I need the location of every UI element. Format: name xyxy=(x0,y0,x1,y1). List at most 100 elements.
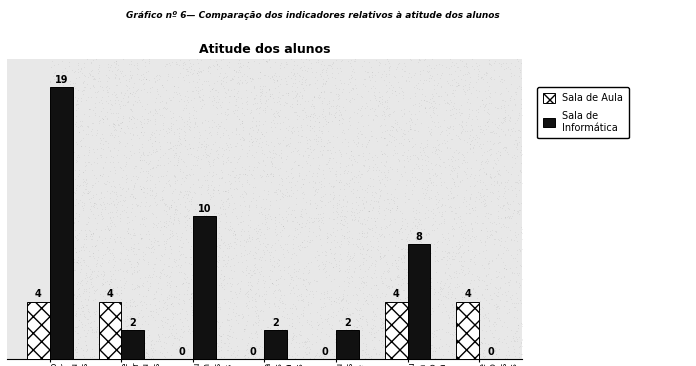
Point xyxy=(154,336,165,342)
Point xyxy=(427,330,438,336)
Point xyxy=(512,115,523,121)
Point xyxy=(95,78,106,84)
Point xyxy=(290,333,301,339)
Point xyxy=(292,352,303,358)
Point xyxy=(379,197,390,203)
Point xyxy=(489,241,500,247)
Point xyxy=(216,57,227,63)
Point xyxy=(116,125,127,131)
Point xyxy=(442,99,453,105)
Point xyxy=(512,180,523,186)
Point xyxy=(46,130,57,136)
Point xyxy=(317,83,328,89)
Point xyxy=(491,179,502,185)
Point xyxy=(267,280,278,286)
Point xyxy=(81,244,92,250)
Point xyxy=(120,256,131,262)
Point xyxy=(461,63,472,69)
Point xyxy=(181,291,192,297)
Point xyxy=(330,299,341,305)
Point xyxy=(367,116,379,122)
Point xyxy=(404,118,415,124)
Point xyxy=(525,278,537,284)
Point xyxy=(77,169,88,175)
Point xyxy=(58,178,70,183)
Point xyxy=(379,128,390,134)
Point xyxy=(541,224,553,230)
Point xyxy=(65,217,76,223)
Point xyxy=(409,141,420,146)
Point xyxy=(125,61,136,67)
Point xyxy=(262,340,273,346)
Point xyxy=(304,201,315,206)
Point xyxy=(107,179,118,184)
Point xyxy=(193,88,204,94)
Point xyxy=(79,87,90,93)
Point xyxy=(64,137,75,143)
Point xyxy=(239,166,250,172)
Point xyxy=(194,132,205,138)
Point xyxy=(308,103,319,109)
Point xyxy=(280,143,291,149)
Point xyxy=(290,158,301,164)
Point xyxy=(427,179,438,185)
Point xyxy=(150,79,161,85)
Point xyxy=(205,336,216,342)
Point xyxy=(113,292,125,298)
Point xyxy=(366,189,377,195)
Point xyxy=(223,311,234,317)
Point xyxy=(502,245,513,251)
Point xyxy=(214,219,226,224)
Point xyxy=(223,200,235,206)
Point xyxy=(71,101,82,107)
Point xyxy=(57,224,68,229)
Point xyxy=(448,103,459,109)
Point xyxy=(197,103,208,109)
Point xyxy=(361,351,372,357)
Point xyxy=(498,193,509,198)
Point xyxy=(46,95,57,101)
Point xyxy=(284,352,295,358)
Point xyxy=(88,57,99,63)
Point xyxy=(262,330,273,336)
Point xyxy=(463,69,474,75)
Point xyxy=(312,57,323,63)
Point xyxy=(104,247,115,253)
Point xyxy=(232,104,244,110)
Point xyxy=(210,87,221,93)
Point xyxy=(87,283,98,289)
Point xyxy=(448,105,459,111)
Point xyxy=(347,161,358,167)
Point xyxy=(302,243,313,249)
Point xyxy=(293,344,304,350)
Point xyxy=(331,352,342,358)
Point xyxy=(104,235,115,241)
Point xyxy=(65,213,77,219)
Point xyxy=(318,290,329,295)
Point xyxy=(471,63,482,69)
Point xyxy=(393,289,404,295)
Point xyxy=(468,259,480,265)
Point xyxy=(192,144,203,150)
Point xyxy=(299,87,310,93)
Point xyxy=(361,322,372,328)
Point xyxy=(248,115,259,121)
Point xyxy=(484,280,496,286)
Point xyxy=(464,100,475,106)
Point xyxy=(386,260,397,266)
Point xyxy=(87,107,98,113)
Point xyxy=(385,277,396,283)
Point xyxy=(111,152,122,158)
Point xyxy=(464,86,475,92)
Point xyxy=(167,322,178,328)
Point xyxy=(516,112,528,118)
Point xyxy=(68,100,79,106)
Point xyxy=(507,343,519,348)
Point xyxy=(68,268,79,273)
Point xyxy=(470,136,481,142)
Point xyxy=(343,98,354,104)
Point xyxy=(88,172,100,178)
Point xyxy=(539,193,550,199)
Point xyxy=(50,97,61,102)
Point xyxy=(85,71,96,77)
